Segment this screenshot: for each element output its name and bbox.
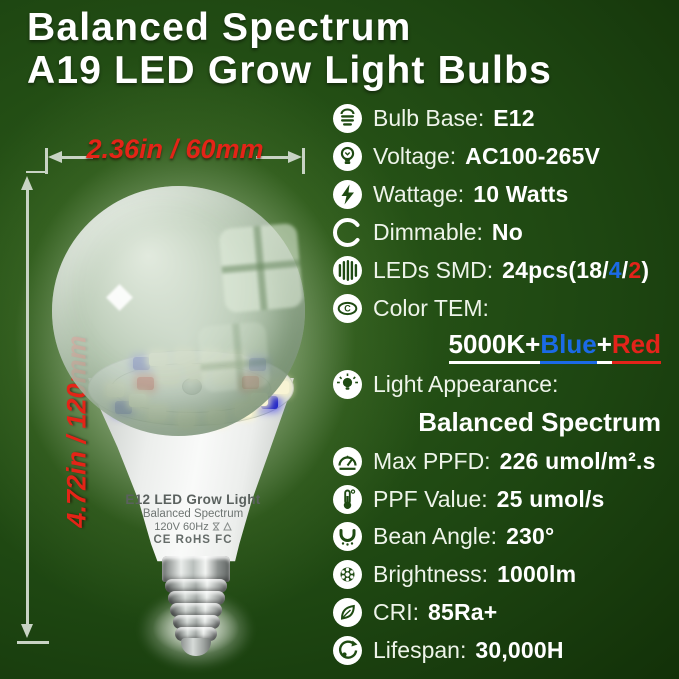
bulb-label-voltage-text: 120V 60Hz: [154, 521, 209, 533]
dimmable-icon: [332, 217, 363, 248]
spec-label: Light Appearance:: [373, 371, 559, 398]
spec-label: LEDs SMD:: [373, 257, 494, 283]
dimension-line: [26, 182, 29, 626]
spec-value-part: Red: [611, 329, 661, 365]
spec-value-part: 4: [608, 257, 622, 283]
spec-value-part: 5000K+: [448, 329, 541, 365]
spec-value: 85Ra+: [428, 599, 498, 626]
ppf-value-icon: [332, 484, 363, 515]
max-ppfd-icon: [332, 446, 363, 477]
spec-row: PPF Value: 25 umol/s: [332, 480, 673, 518]
bulb-base-icon: [332, 103, 363, 134]
spec-value-part: +: [596, 329, 612, 365]
spec-label: Lifespan:: [373, 637, 467, 664]
spec-row: C Color TEM:: [332, 289, 673, 327]
wattage-icon: [332, 179, 363, 210]
window-reflection: [218, 222, 304, 314]
spec-row: Wattage: 10 Watts: [332, 176, 673, 214]
screw-thread: [170, 603, 222, 617]
light-appearance-icon: [332, 369, 363, 400]
lifespan-icon: [332, 635, 363, 666]
bulb-label-spectrum: Balanced Spectrum: [142, 508, 244, 520]
spec-value-row: Balanced Spectrum: [332, 404, 673, 443]
bulb-print-label: E12 LED Grow Light Balanced Spectrum 120…: [104, 492, 282, 546]
spec-value-part: 24pcs(18/: [502, 257, 609, 283]
svg-text:C: C: [344, 303, 351, 313]
spec-row: Bulb Base: E12: [332, 100, 673, 138]
beam-angle-icon: [332, 521, 363, 552]
spec-value: 230°: [506, 523, 555, 550]
base-cap: [162, 556, 230, 582]
dimension-tick: [45, 148, 48, 174]
spec-value: 226 umol/m².s: [499, 447, 656, 474]
base-tip: [181, 638, 211, 656]
screw-thread: [173, 615, 220, 629]
dimension-tick: [302, 148, 305, 174]
spec-value-part: /: [621, 257, 629, 283]
window-reflection: [197, 321, 271, 393]
spec-label: Dimmable:: [373, 219, 483, 246]
spec-row: CRI: 85Ra+: [332, 594, 673, 632]
bulb-label-voltage: 120V 60Hz: [104, 521, 282, 534]
spec-row: LEDs SMD: 24pcs(18/4/2): [332, 252, 673, 290]
spec-row: Voltage: AC100-265V: [332, 138, 673, 176]
highlight-reflection: [106, 284, 133, 311]
spec-value: 25 umol/s: [496, 485, 605, 512]
spec-label: Bulb Base:: [373, 105, 485, 132]
arrow-left-icon: [48, 151, 62, 163]
spec-label: Color TEM:: [373, 294, 489, 321]
screw-thread: [168, 591, 225, 605]
spec-label: CRI:: [373, 599, 419, 626]
spec-value-row: 5000K+ Blue + Red: [332, 327, 673, 366]
bulb-label-certs: CE RoHS FC: [153, 534, 233, 546]
spec-label: PPF Value:: [373, 485, 488, 512]
spec-value-part: Blue: [540, 329, 597, 365]
spec-value: AC100-265V: [465, 143, 601, 170]
spec-value-part: ): [641, 257, 650, 283]
spec-value-part: Balanced Spectrum: [418, 407, 661, 438]
dimension-elbow: [26, 171, 47, 173]
spec-value: E12: [493, 105, 535, 132]
hourglass-icon: [212, 522, 220, 534]
voltage-icon: [332, 141, 363, 172]
spec-label: Bean Angle:: [373, 523, 498, 550]
dimension-line: [256, 156, 289, 159]
title-line-2: A19 LED Grow Light Bulbs: [27, 49, 552, 92]
spec-value-part: 2: [628, 257, 642, 283]
bulb-label-title: E12 LED Grow Light: [125, 492, 261, 507]
spec-label: Wattage:: [373, 181, 465, 208]
dimension-tick: [17, 641, 49, 644]
spec-value: 10 Watts: [473, 181, 569, 208]
arrow-down-icon: [21, 624, 33, 638]
color-tem-icon: C: [332, 293, 363, 324]
brightness-icon: [332, 559, 363, 590]
spec-label: Voltage:: [373, 143, 457, 170]
arrow-up-icon: [21, 176, 33, 190]
screw-thread: [175, 627, 217, 641]
spec-label: Max PPFD:: [373, 447, 491, 474]
spec-row: Light Appearance:: [332, 366, 673, 404]
screw-thread: [165, 579, 227, 593]
title-line-1: Balanced Spectrum: [27, 6, 412, 49]
dimension-line: [61, 156, 93, 159]
arrow-right-icon: [288, 151, 302, 163]
spec-list: Bulb Base: E12 Voltage: AC100-265V Wattage: 1…: [332, 100, 673, 672]
spec-row: Lifespan: 30,000H: [332, 632, 673, 670]
page-title: Balanced Spectrum A19 LED Grow Light Bul…: [27, 6, 552, 92]
spec-label: Brightness:: [373, 561, 489, 588]
recycle-icon: [222, 521, 232, 534]
spec-value: 30,000H: [475, 637, 564, 664]
spec-value: 1000lm: [497, 561, 577, 588]
spec-row: Dimmable: No: [332, 214, 673, 252]
width-dimension-label: 2.36in / 60mm: [86, 134, 264, 164]
spec-row: Bean Angle: 230°: [332, 518, 673, 556]
spec-value: 24pcs(18/4/2): [502, 257, 649, 284]
spec-row: Max PPFD: 226 umol/m².s: [332, 442, 673, 480]
cri-icon: [332, 597, 363, 628]
glass-dome: [52, 186, 305, 436]
leds-smd-icon: [332, 255, 363, 286]
spec-row: Brightness: 1000lm: [332, 556, 673, 594]
spec-value: No: [491, 219, 523, 246]
